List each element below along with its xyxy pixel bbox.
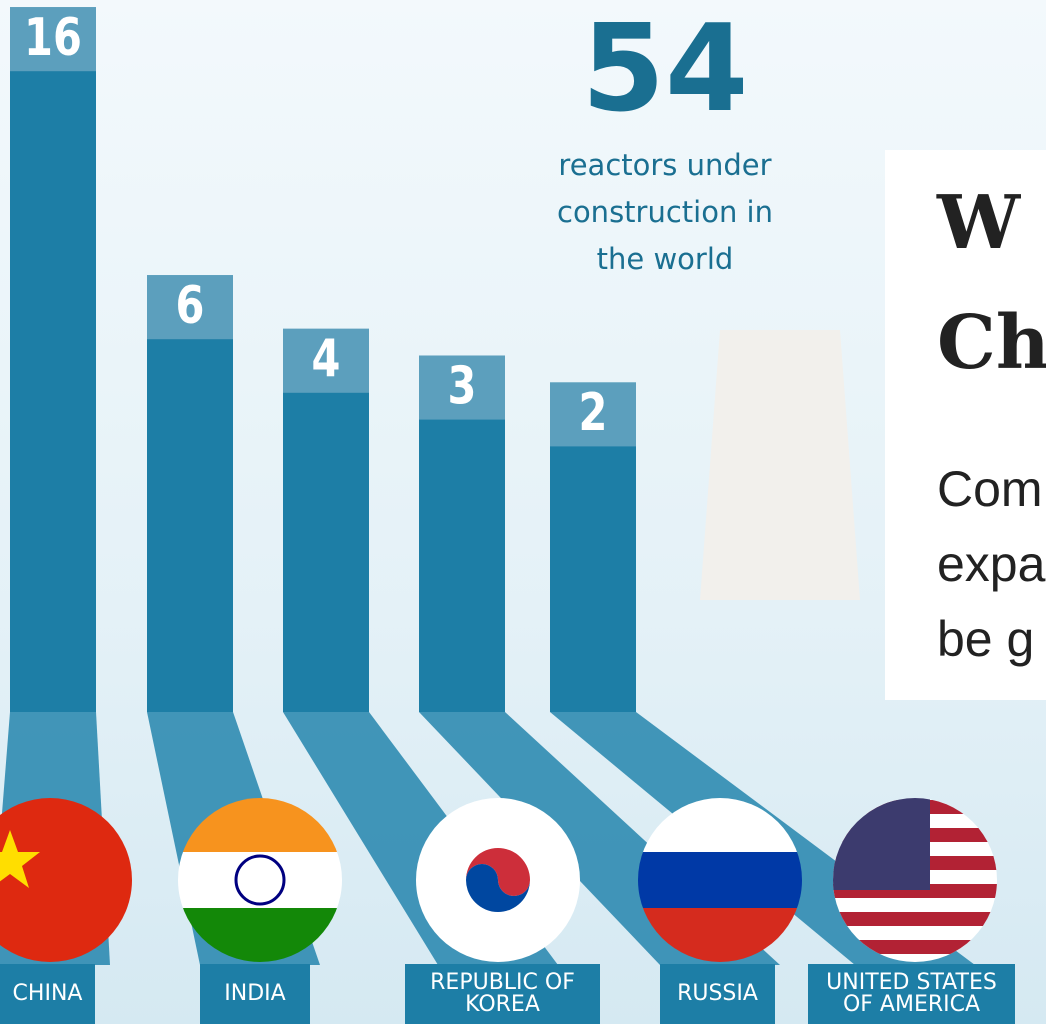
flag-korea	[416, 798, 580, 962]
value-label: 4	[312, 329, 341, 390]
value-label: 3	[448, 356, 477, 417]
bar	[10, 7, 96, 712]
overlay-line: expa	[937, 536, 1046, 592]
category-label: REPUBLIC OF KOREA	[405, 964, 600, 1024]
headline-value: 54	[581, 0, 749, 139]
category-label: RUSSIA	[660, 964, 775, 1024]
overlay-line: Ch	[937, 300, 1046, 386]
value-label: 16	[24, 8, 82, 69]
flag-china	[0, 798, 132, 962]
category-label: INDIA	[200, 964, 310, 1024]
bar-cap	[419, 355, 505, 420]
category-label: CHINA	[0, 964, 95, 1024]
headline-text: reactors under construction in the world	[557, 148, 773, 276]
flag-star	[0, 830, 40, 888]
bar-cap	[10, 7, 96, 72]
bar-cap	[283, 328, 369, 393]
overlay-line: be g	[937, 611, 1035, 667]
category-label: UNITED STATES OF AMERICA	[808, 964, 1015, 1024]
value-label: 2	[579, 383, 608, 444]
overlay-panel: W Ch Com expa be g	[885, 150, 1046, 700]
value-label: 6	[176, 276, 205, 337]
bar	[147, 275, 233, 712]
bar-cap	[550, 382, 636, 447]
overlay-line: W	[937, 180, 1021, 266]
flag-usa	[833, 798, 997, 962]
cooling-tower	[700, 330, 860, 600]
overlay-line: Com	[937, 461, 1043, 517]
bar-cap	[147, 275, 233, 340]
